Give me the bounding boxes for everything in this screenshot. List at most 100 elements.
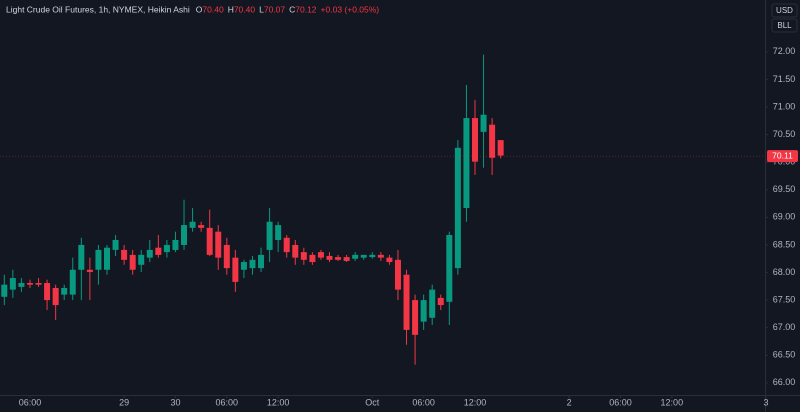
symbol-title: Light Crude Oil Futures, 1h, NYMEX, Heik… bbox=[6, 4, 190, 14]
candle-body bbox=[86, 269, 93, 272]
candle-body bbox=[480, 114, 487, 132]
candle-body bbox=[446, 235, 453, 302]
candle-body bbox=[412, 300, 419, 335]
candle-body bbox=[9, 278, 16, 290]
candle-body bbox=[138, 254, 145, 265]
candle-body bbox=[26, 283, 33, 285]
candle-body bbox=[386, 257, 393, 263]
candle-body bbox=[403, 274, 410, 330]
y-tick-label: 70.50 bbox=[773, 129, 796, 139]
candle-body bbox=[369, 254, 376, 258]
y-tick-label: 71.50 bbox=[773, 74, 796, 84]
y-tick-label: 68.50 bbox=[773, 239, 796, 249]
ohlc-value: 70.40 bbox=[202, 4, 224, 14]
candle-body bbox=[129, 254, 136, 270]
y-tick-label: 69.00 bbox=[773, 212, 796, 222]
candle-body bbox=[463, 118, 470, 208]
x-tick-label: 29 bbox=[119, 397, 129, 407]
candle-body bbox=[275, 225, 282, 240]
candle-body bbox=[309, 254, 316, 263]
y-tick-label: 67.00 bbox=[773, 322, 796, 332]
candle-body bbox=[497, 140, 504, 156]
candle-body bbox=[360, 254, 367, 258]
candle-body bbox=[69, 269, 76, 295]
candle-body bbox=[146, 249, 153, 258]
ohlc-value: 70.07 bbox=[264, 4, 286, 14]
currency-label[interactable]: USD bbox=[776, 6, 793, 15]
candle-body bbox=[258, 254, 265, 269]
y-tick-label: 72.00 bbox=[773, 46, 796, 56]
candle-body bbox=[300, 252, 307, 260]
x-tick-label: 12:00 bbox=[464, 397, 487, 407]
ohlc-label: C bbox=[289, 4, 295, 14]
candle-body bbox=[198, 225, 205, 228]
currency-button[interactable] bbox=[771, 3, 798, 18]
candle-body bbox=[112, 239, 119, 250]
candle-body bbox=[471, 118, 478, 162]
x-tick-label: 2 bbox=[567, 397, 572, 407]
candle-body bbox=[95, 249, 102, 270]
candle-body bbox=[35, 283, 42, 285]
y-tick-label: 66.50 bbox=[773, 350, 796, 360]
x-tick-label: 30 bbox=[170, 397, 180, 407]
x-tick-label: 06:00 bbox=[609, 397, 632, 407]
candle-body bbox=[377, 254, 384, 258]
candle-body bbox=[335, 257, 342, 260]
candle-body bbox=[454, 147, 461, 269]
candle-body bbox=[172, 239, 179, 250]
x-tick-label: Oct bbox=[365, 397, 380, 407]
candle-body bbox=[1, 284, 8, 297]
candle-body bbox=[52, 287, 59, 306]
candle-body bbox=[121, 249, 128, 260]
ohlc-value: 70.40 bbox=[234, 4, 256, 14]
candle-body bbox=[206, 227, 213, 255]
candle-body bbox=[420, 300, 427, 322]
y-tick-label: 71.00 bbox=[773, 101, 796, 111]
candle-body bbox=[343, 257, 350, 261]
ohlc-label: H bbox=[228, 4, 234, 14]
candle-body bbox=[18, 283, 25, 287]
candle-body bbox=[292, 244, 299, 258]
x-tick-label: 06:00 bbox=[19, 397, 42, 407]
candle-body bbox=[78, 244, 85, 270]
change-value: +0.03 (+0.05%) bbox=[321, 4, 380, 14]
candle-body bbox=[215, 231, 222, 258]
y-tick-label: 68.00 bbox=[773, 267, 796, 277]
x-tick-label: 12:00 bbox=[661, 397, 684, 407]
candle-body bbox=[44, 283, 51, 301]
candle-body bbox=[317, 252, 324, 258]
last-price-label: 70.11 bbox=[772, 150, 793, 160]
x-tick-label: 12:00 bbox=[267, 397, 290, 407]
ohlc-label: L bbox=[259, 4, 264, 14]
y-tick-label: 67.50 bbox=[773, 294, 796, 304]
candle-body bbox=[189, 221, 196, 228]
legend-header: Light Crude Oil Futures, 1h, NYMEX, Heik… bbox=[6, 4, 379, 14]
x-tick-label: 06:00 bbox=[412, 397, 435, 407]
candle-body bbox=[223, 244, 230, 269]
candle-body bbox=[103, 247, 110, 270]
candle-body bbox=[61, 287, 68, 295]
candle-body bbox=[489, 124, 496, 158]
last-price-tag bbox=[767, 150, 798, 163]
unit-button[interactable] bbox=[771, 18, 798, 33]
x-tick-label: 06:00 bbox=[216, 397, 239, 407]
candle-body bbox=[249, 259, 256, 269]
candle-body bbox=[266, 221, 273, 250]
candle-body bbox=[429, 289, 436, 318]
y-tick-label: 69.50 bbox=[773, 184, 796, 194]
candle-body bbox=[240, 262, 247, 270]
candle-body bbox=[181, 225, 188, 245]
ohlc-value: 70.12 bbox=[295, 4, 317, 14]
x-tick-label: 3 bbox=[763, 397, 768, 407]
candle-body bbox=[352, 254, 359, 259]
ohlc-label: O bbox=[196, 4, 203, 14]
candle-body bbox=[437, 297, 444, 306]
candle-body bbox=[232, 257, 239, 282]
unit-label[interactable]: BLL bbox=[777, 21, 792, 30]
candle-body bbox=[163, 244, 170, 253]
y-tick-label: 66.00 bbox=[773, 377, 796, 387]
candle-body bbox=[155, 247, 162, 255]
